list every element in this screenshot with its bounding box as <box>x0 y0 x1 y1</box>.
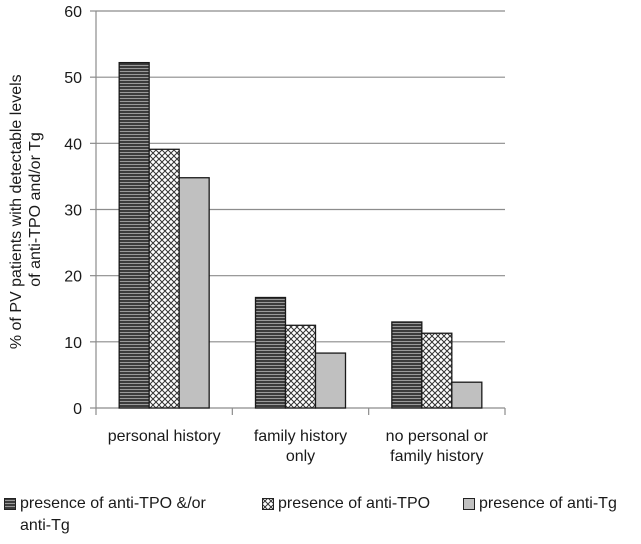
bar <box>391 321 423 409</box>
legend: presence of anti-TPO &/or anti-Tg presen… <box>0 488 641 544</box>
y-axis-label: % of PV patients with detectable levels … <box>8 70 44 349</box>
y-tick-label: 0 <box>73 401 82 418</box>
y-tick-label: 20 <box>64 269 82 286</box>
bar <box>284 324 317 409</box>
bar <box>178 177 210 409</box>
y-tick-label: 50 <box>64 70 82 87</box>
solid-swatch-icon <box>463 498 475 510</box>
legend-label-line1: presence of anti-TPO &/or <box>20 495 206 512</box>
legend-label: presence of anti-TPO <box>278 495 431 512</box>
x-category-label-line: only <box>286 448 315 465</box>
x-category-label: no personal or family history <box>386 428 489 465</box>
x-category-label: family history only <box>254 428 347 465</box>
y-tick-label: 10 <box>64 335 82 352</box>
legend-label-line2: anti-Tg <box>20 517 70 534</box>
crosshatch-swatch-icon <box>262 498 274 510</box>
y-axis-label-line1: % of PV patients with detectable levels <box>8 74 25 349</box>
x-category-label: personal history <box>108 428 221 445</box>
x-category-label-line: no personal or <box>386 428 489 445</box>
bars <box>118 61 483 409</box>
striped-swatch-icon <box>4 498 16 510</box>
x-category-label-line: family history <box>254 428 347 445</box>
bar <box>451 381 483 409</box>
y-tick-label: 30 <box>64 203 82 220</box>
x-category-label-line: family history <box>390 448 483 465</box>
x-category-label-line: personal history <box>108 428 221 445</box>
bar <box>314 352 347 409</box>
y-tick-labels: 0 10 20 30 40 50 60 <box>64 4 82 418</box>
legend-label: presence of anti-Tg <box>479 495 617 512</box>
bar <box>118 61 150 409</box>
bar-chart: 0 10 20 30 40 50 60 personal history family his… <box>8 4 506 465</box>
y-tick-label: 40 <box>64 136 82 153</box>
bar <box>421 332 453 409</box>
y-axis-label-line2: of anti-TPO and/or Tg <box>27 132 44 286</box>
bar <box>254 296 287 409</box>
y-tick-label: 60 <box>64 4 82 21</box>
bar <box>148 148 180 409</box>
x-category-labels: personal history family history only no per… <box>108 428 489 465</box>
